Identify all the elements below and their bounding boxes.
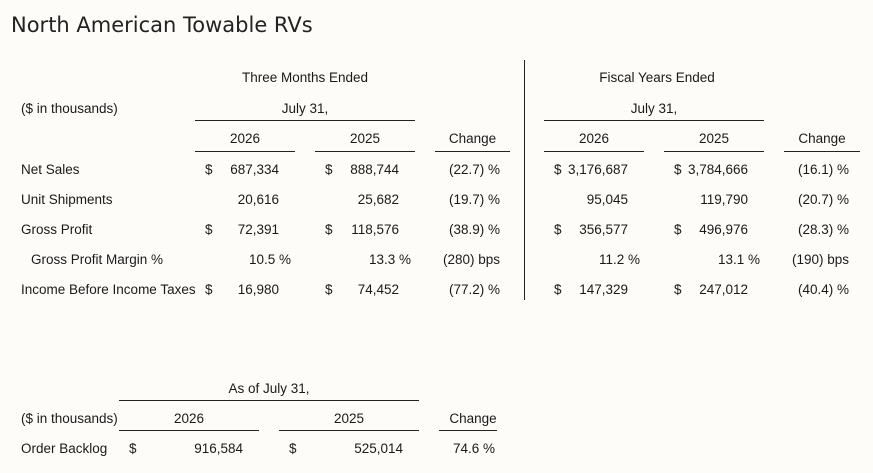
value-cell: 16,980 xyxy=(237,282,279,297)
currency-symbol: $ xyxy=(205,282,213,297)
col-header-backlog-2025: 2025 xyxy=(333,411,365,426)
divider xyxy=(195,151,295,152)
change-cell: 74.6 % xyxy=(452,441,495,456)
currency-symbol: $ xyxy=(674,162,682,177)
currency-symbol: $ xyxy=(554,282,562,297)
divider xyxy=(195,120,415,121)
value-cell: 118,576 xyxy=(351,222,399,237)
change-cell: (280) bps xyxy=(442,252,500,267)
value-cell: 25,682 xyxy=(357,192,399,207)
value-cell: 10.5 % xyxy=(248,252,291,267)
change-cell: (38.9) % xyxy=(448,222,500,237)
value-cell: 247,012 xyxy=(699,282,748,297)
divider xyxy=(279,430,419,431)
value-cell: 687,334 xyxy=(230,162,279,177)
value-cell: 916,584 xyxy=(194,441,243,456)
value-cell: 13.1 % xyxy=(717,252,760,267)
currency-symbol: $ xyxy=(325,222,333,237)
currency-symbol: $ xyxy=(325,162,333,177)
currency-symbol: $ xyxy=(325,282,333,297)
fiscal-years-header: Fiscal Years Ended xyxy=(599,70,715,85)
divider xyxy=(435,151,510,152)
value-cell: 119,790 xyxy=(700,192,748,207)
value-cell: 20,616 xyxy=(237,192,279,207)
backlog-header: As of July 31, xyxy=(228,381,310,396)
change-cell: (40.4) % xyxy=(797,282,849,297)
page-title: North American Towable RVs xyxy=(11,13,313,37)
divider xyxy=(119,430,259,431)
row-label: Unit Shipments xyxy=(21,192,113,207)
value-cell: 496,976 xyxy=(699,222,748,237)
currency-symbol: $ xyxy=(554,222,562,237)
value-cell: 3,784,666 xyxy=(687,162,748,177)
row-label: Gross Profit xyxy=(21,222,93,237)
divider xyxy=(784,151,860,152)
row-label: Income Before Income Taxes xyxy=(21,282,196,297)
three-months-date: July 31, xyxy=(281,101,329,116)
three-months-header: Three Months Ended xyxy=(241,70,369,85)
currency-symbol: $ xyxy=(289,441,297,456)
fiscal-years-date: July 31, xyxy=(630,101,678,116)
row-label: Order Backlog xyxy=(21,441,108,456)
value-cell: 147,329 xyxy=(579,282,628,297)
divider xyxy=(544,120,764,121)
vertical-divider xyxy=(524,60,525,300)
value-cell: 72,391 xyxy=(237,222,279,237)
currency-symbol: $ xyxy=(674,282,682,297)
change-cell: (19.7) % xyxy=(448,192,500,207)
value-cell: 3,176,687 xyxy=(567,162,628,177)
col-header-q-2025: 2025 xyxy=(349,131,381,146)
change-cell: (16.1) % xyxy=(797,162,849,177)
currency-symbol: $ xyxy=(674,222,682,237)
currency-symbol: $ xyxy=(205,222,213,237)
value-cell: 888,744 xyxy=(350,162,399,177)
value-cell: 95,045 xyxy=(586,192,628,207)
col-header-backlog-change: Change xyxy=(449,411,497,426)
col-header-backlog-2026: 2026 xyxy=(173,411,205,426)
divider xyxy=(664,151,764,152)
col-header-fy-2026: 2026 xyxy=(578,131,610,146)
row-label: Gross Profit Margin % xyxy=(31,252,164,267)
row-label: Net Sales xyxy=(21,162,80,177)
divider xyxy=(119,400,419,401)
value-cell: 525,014 xyxy=(354,441,403,456)
col-header-fy-2025: 2025 xyxy=(698,131,730,146)
change-cell: (22.7) % xyxy=(448,162,500,177)
col-header-q-2026: 2026 xyxy=(229,131,261,146)
change-cell: (20.7) % xyxy=(797,192,849,207)
value-cell: 13.3 % xyxy=(368,252,411,267)
change-cell: (77.2) % xyxy=(448,282,500,297)
value-cell: 356,577 xyxy=(579,222,628,237)
col-header-fy-change: Change xyxy=(798,131,846,146)
currency-symbol: $ xyxy=(205,162,213,177)
currency-symbol: $ xyxy=(554,162,562,177)
divider xyxy=(315,151,415,152)
value-cell: 11.2 % xyxy=(598,252,640,267)
change-cell: (28.3) % xyxy=(797,222,849,237)
value-cell: 74,452 xyxy=(357,282,399,297)
change-cell: (190) bps xyxy=(791,252,849,267)
units-label: ($ in thousands) xyxy=(21,411,118,426)
divider xyxy=(439,430,497,431)
col-header-q-change: Change xyxy=(448,131,497,146)
divider xyxy=(544,151,644,152)
units-label: ($ in thousands) xyxy=(21,101,118,116)
currency-symbol: $ xyxy=(129,441,137,456)
